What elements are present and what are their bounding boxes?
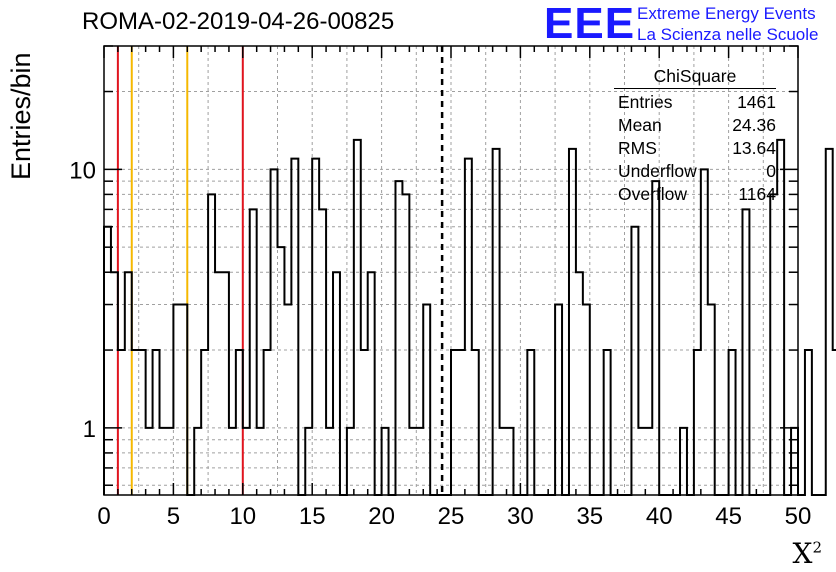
logo-line-1: Extreme Energy Events (637, 4, 816, 23)
stats-row: Underflow 0 (618, 161, 776, 181)
y-tick-label: 1 (83, 416, 96, 443)
chart-title: ROMA-02-2019-04-26-00825 (82, 8, 395, 35)
x-tick-label: 30 (507, 503, 534, 530)
x-tick-label: 20 (368, 503, 395, 530)
x-tick-label: 0 (97, 503, 110, 530)
x-tick-label: 15 (299, 503, 326, 530)
stats-row: RMS 13.64 (618, 138, 776, 158)
stats-row: Mean 24.36 (618, 115, 776, 135)
y-axis-label: Entries/bin (6, 52, 36, 180)
eee-logo: EEE (544, 0, 636, 48)
stats-row: Entries 1461 (618, 92, 776, 112)
x-tick-label: 50 (785, 503, 812, 530)
x-tick-label: 10 (229, 503, 256, 530)
x-tick-label: 35 (576, 503, 603, 530)
stats-title: ChiSquare (614, 66, 776, 89)
stats-row: Overflow 1164 (618, 184, 776, 204)
x-tick-label: 45 (715, 503, 742, 530)
axis-ticks (103, 45, 799, 495)
stats-box: ChiSquare Entries 1461 Mean 24.36 RMS 13.64… (614, 66, 776, 206)
logo-line-2: La Scienza nelle Scuole (637, 25, 819, 44)
y-tick-label: 10 (69, 157, 96, 184)
x-axis-label: X2 (792, 537, 822, 570)
x-tick-label: 5 (167, 503, 180, 530)
tick-labels: 0 5 10 15 20 25 30 35 40 45 50 1 10 (69, 157, 811, 530)
x-tick-label: 25 (438, 503, 465, 530)
x-tick-label: 40 (646, 503, 673, 530)
